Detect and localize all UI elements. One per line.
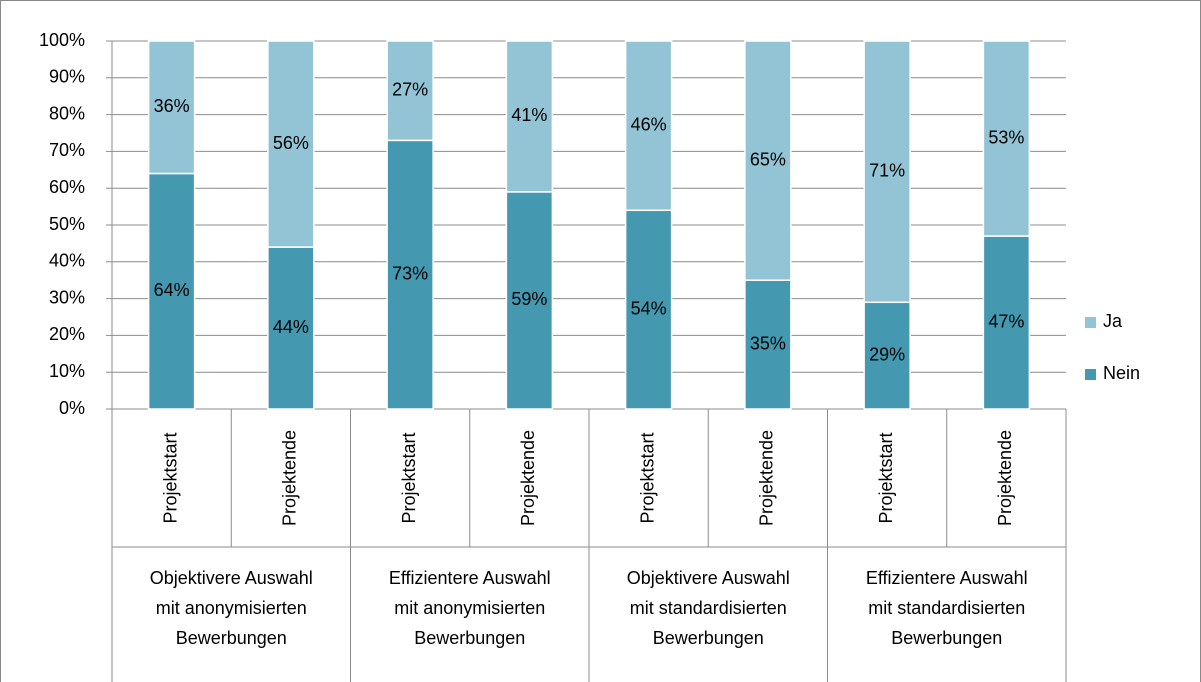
bar-segment: [505, 191, 554, 410]
data-label: 56%: [273, 133, 309, 153]
data-label: 54%: [631, 298, 667, 318]
legend-swatch: [1085, 317, 1096, 328]
group-label: mit standardisierten: [630, 598, 787, 618]
bar-segment: [863, 301, 911, 410]
bar-segment: [147, 40, 196, 175]
group-label: Bewerbungen: [414, 628, 525, 648]
group-label: Bewerbungen: [891, 628, 1002, 648]
x-tick-label: Projektende: [280, 430, 300, 526]
x-tick-label: Projektstart: [160, 432, 180, 523]
bar-segment: [744, 40, 792, 281]
y-tick-label: 60%: [49, 177, 85, 197]
bar-segment: [505, 40, 554, 193]
group-label: Objektivere Auswahl: [150, 568, 313, 588]
x-tick-label: Projektstart: [399, 432, 419, 523]
y-tick-label: 100%: [39, 30, 85, 50]
data-label: 59%: [511, 289, 547, 309]
data-label: 65%: [750, 149, 786, 169]
bar-segment: [982, 40, 1031, 237]
data-label: 41%: [511, 105, 547, 125]
group-label: Bewerbungen: [653, 628, 764, 648]
group-label: mit standardisierten: [868, 598, 1025, 618]
data-label: 71%: [869, 160, 905, 180]
y-tick-label: 30%: [49, 287, 85, 307]
data-label: 46%: [631, 114, 667, 134]
group-label: mit anonymisierten: [394, 598, 545, 618]
group-label: Objektivere Auswahl: [627, 568, 790, 588]
x-tick-label: Projektstart: [876, 432, 896, 523]
x-tick-label: Projektende: [995, 430, 1015, 526]
y-tick-label: 40%: [49, 251, 85, 271]
y-tick-label: 50%: [49, 214, 85, 234]
y-tick-label: 70%: [49, 140, 85, 160]
bar-segment: [267, 40, 315, 248]
y-tick-label: 90%: [49, 67, 85, 87]
x-tick-label: Projektstart: [637, 432, 657, 523]
data-label: 35%: [750, 333, 786, 353]
group-label: Effizientere Auswahl: [866, 568, 1028, 588]
bar-segment: [863, 40, 911, 304]
group-label: Effizientere Auswahl: [389, 568, 551, 588]
y-tick-label: 10%: [49, 361, 85, 381]
data-label: 36%: [154, 96, 190, 116]
data-label: 27%: [392, 79, 428, 99]
legend-swatch: [1085, 369, 1096, 380]
data-label: 47%: [988, 311, 1024, 331]
data-label: 73%: [392, 263, 428, 283]
data-label: 44%: [273, 317, 309, 337]
y-tick-label: 80%: [49, 103, 85, 123]
legend-label: Ja: [1103, 311, 1123, 331]
x-tick-label: Projektende: [518, 430, 538, 526]
y-tick-label: 0%: [59, 398, 85, 418]
y-tick-label: 20%: [49, 324, 85, 344]
data-label: 64%: [154, 280, 190, 300]
data-label: 53%: [988, 127, 1024, 147]
group-label: Bewerbungen: [176, 628, 287, 648]
bar-segment: [386, 40, 434, 142]
legend-label: Nein: [1103, 363, 1140, 383]
group-label: mit anonymisierten: [156, 598, 307, 618]
bar-segment: [386, 139, 434, 410]
data-label: 29%: [869, 344, 905, 364]
x-tick-label: Projektende: [757, 430, 777, 526]
bar-segment: [624, 40, 673, 212]
bar-segment: [624, 209, 673, 410]
